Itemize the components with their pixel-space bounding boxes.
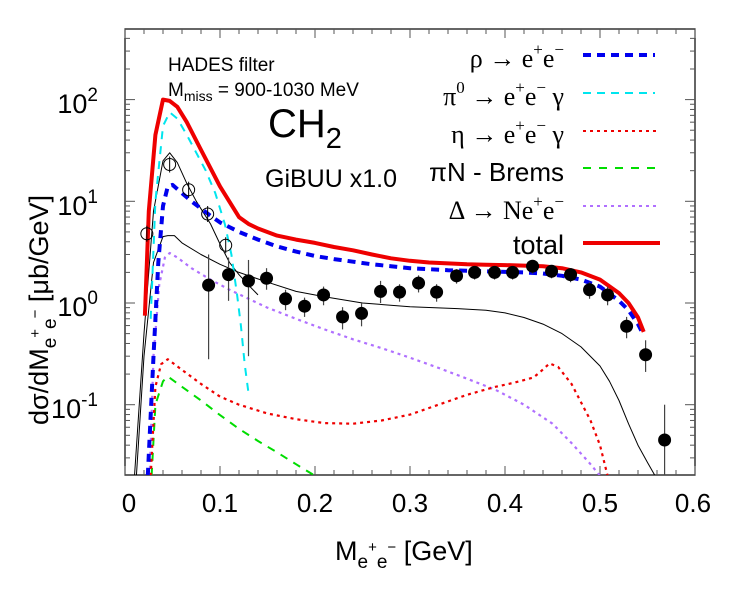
annotation-gibuu: GiBUU x1.0 [265, 165, 397, 193]
legend-item-rho: ρ → e+e− [470, 40, 655, 73]
y-tick-label: 102 [57, 85, 98, 119]
svg-text:πN - Brems: πN - Brems [429, 157, 564, 187]
data-point [317, 288, 331, 302]
data-point [393, 285, 407, 299]
svg-text:η → e+e− γ: η → e+e− γ [451, 116, 564, 149]
data-point [430, 285, 444, 299]
x-tick-label: 0.1 [202, 488, 238, 518]
curve-4 [148, 251, 601, 475]
open-data-point [201, 207, 215, 221]
x-tick-label: 0.2 [297, 488, 333, 518]
curve-1 [149, 111, 250, 394]
open-data-point [182, 183, 196, 197]
open-data-point [219, 238, 233, 252]
data-point [620, 319, 634, 333]
x-tick-label: 0 [122, 488, 136, 518]
data-point [298, 299, 312, 313]
data-point [450, 269, 464, 283]
curve-2 [149, 358, 609, 475]
y-tick-labels: 102 101 100 10-1 [51, 85, 98, 424]
data-point [506, 265, 520, 279]
data-point [583, 283, 597, 297]
curve-6 [134, 152, 259, 475]
legend-item-total: total [513, 230, 660, 260]
data-point [564, 268, 578, 282]
legend-item-pi0: π0 → e+e− γ [443, 78, 655, 111]
y-tick-label: 101 [57, 187, 98, 221]
data-point [488, 265, 502, 279]
x-tick-label: 0.3 [392, 488, 428, 518]
data-point [639, 348, 653, 362]
svg-text:ρ → e+e−: ρ → e+e− [470, 40, 564, 73]
x-tick-label: 0.6 [675, 488, 711, 518]
data-point [374, 284, 388, 298]
legend: ρ → e+e− π0 → e+e− γ η → e+e− γ πN - Bre… [429, 40, 660, 260]
y-tick-label: 100 [57, 288, 98, 322]
legend-item-delta: Δ → Ne+e− [449, 192, 658, 225]
data-point [658, 433, 672, 447]
x-tick-labels: 0 0.1 0.2 0.3 0.4 0.5 0.6 [122, 488, 711, 518]
data-point [202, 278, 216, 292]
data-point [336, 310, 350, 324]
data-point [279, 292, 293, 306]
data-point [242, 274, 255, 288]
data-point [468, 265, 482, 279]
y-axis-title: dσ/dMe+e− [μb/GeV] [24, 195, 61, 425]
svg-text:π0 → e+e− γ: π0 → e+e− γ [443, 78, 564, 111]
svg-text:total: total [513, 230, 564, 260]
annotation-mmiss: Mmiss = 900-1030 MeV [168, 80, 359, 104]
annotation-ch2: CH2 [268, 102, 342, 155]
annotation-hades-filter: HADES filter [168, 55, 275, 76]
data-point [526, 259, 540, 273]
data-point [260, 271, 274, 285]
data-point [601, 288, 615, 302]
x-tick-label: 0.4 [487, 488, 523, 518]
open-data-point [163, 158, 177, 172]
data-point [412, 276, 426, 290]
legend-item-eta: η → e+e− γ [451, 116, 658, 149]
axis-ticks [124, 29, 696, 475]
x-axis-title: Me+e− [GeV] [335, 536, 473, 573]
legend-item-brems: πN - Brems [429, 157, 655, 187]
model-curves [134, 97, 656, 475]
curve-7 [135, 235, 656, 475]
open-data-point [140, 227, 154, 241]
data-point [355, 306, 369, 320]
y-tick-label: 10-1 [51, 390, 98, 424]
x-tick-label: 0.5 [582, 488, 618, 518]
svg-text:Δ → Ne+e−: Δ → Ne+e− [449, 192, 564, 225]
data-points [140, 156, 672, 475]
data-point [222, 268, 236, 282]
curve-3 [150, 375, 316, 475]
curve-5 [142, 97, 646, 333]
curve-0 [145, 182, 646, 475]
data-point [545, 264, 559, 278]
